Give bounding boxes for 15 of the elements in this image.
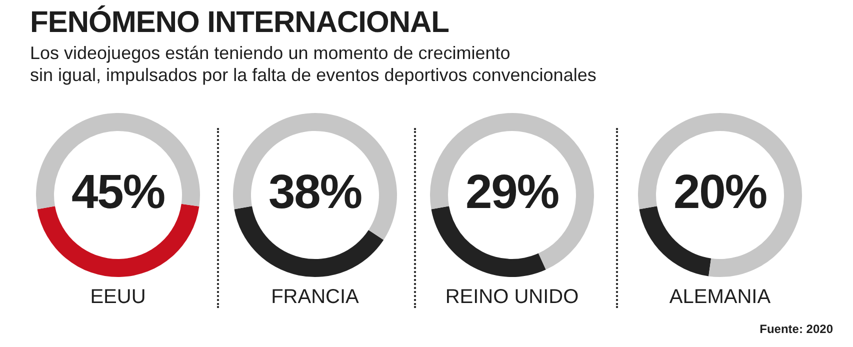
chart-title: FENÓMENO INTERNACIONAL	[30, 6, 449, 40]
text: Los videojuegos están teniendo un momento de crecimiento sin igual, impulsados por la falta de eventos deportivos convencionales	[30, 42, 596, 86]
slice-label: REINO UNIDO	[444, 286, 580, 309]
donut-slice	[430, 113, 594, 270]
text: 20%	[672, 165, 768, 220]
donut-slice	[638, 113, 802, 277]
text: 38%	[267, 165, 363, 220]
slice-label: ALEMANIA	[668, 286, 772, 309]
slice-label: EEUU	[89, 286, 147, 309]
source-note: Fuente: 2020	[760, 322, 833, 336]
donut-slice	[36, 113, 200, 210]
text: 29%	[464, 165, 560, 220]
donut-slice	[233, 113, 397, 240]
text: 45%	[70, 165, 166, 220]
slice-label: FRANCIA	[270, 286, 360, 309]
